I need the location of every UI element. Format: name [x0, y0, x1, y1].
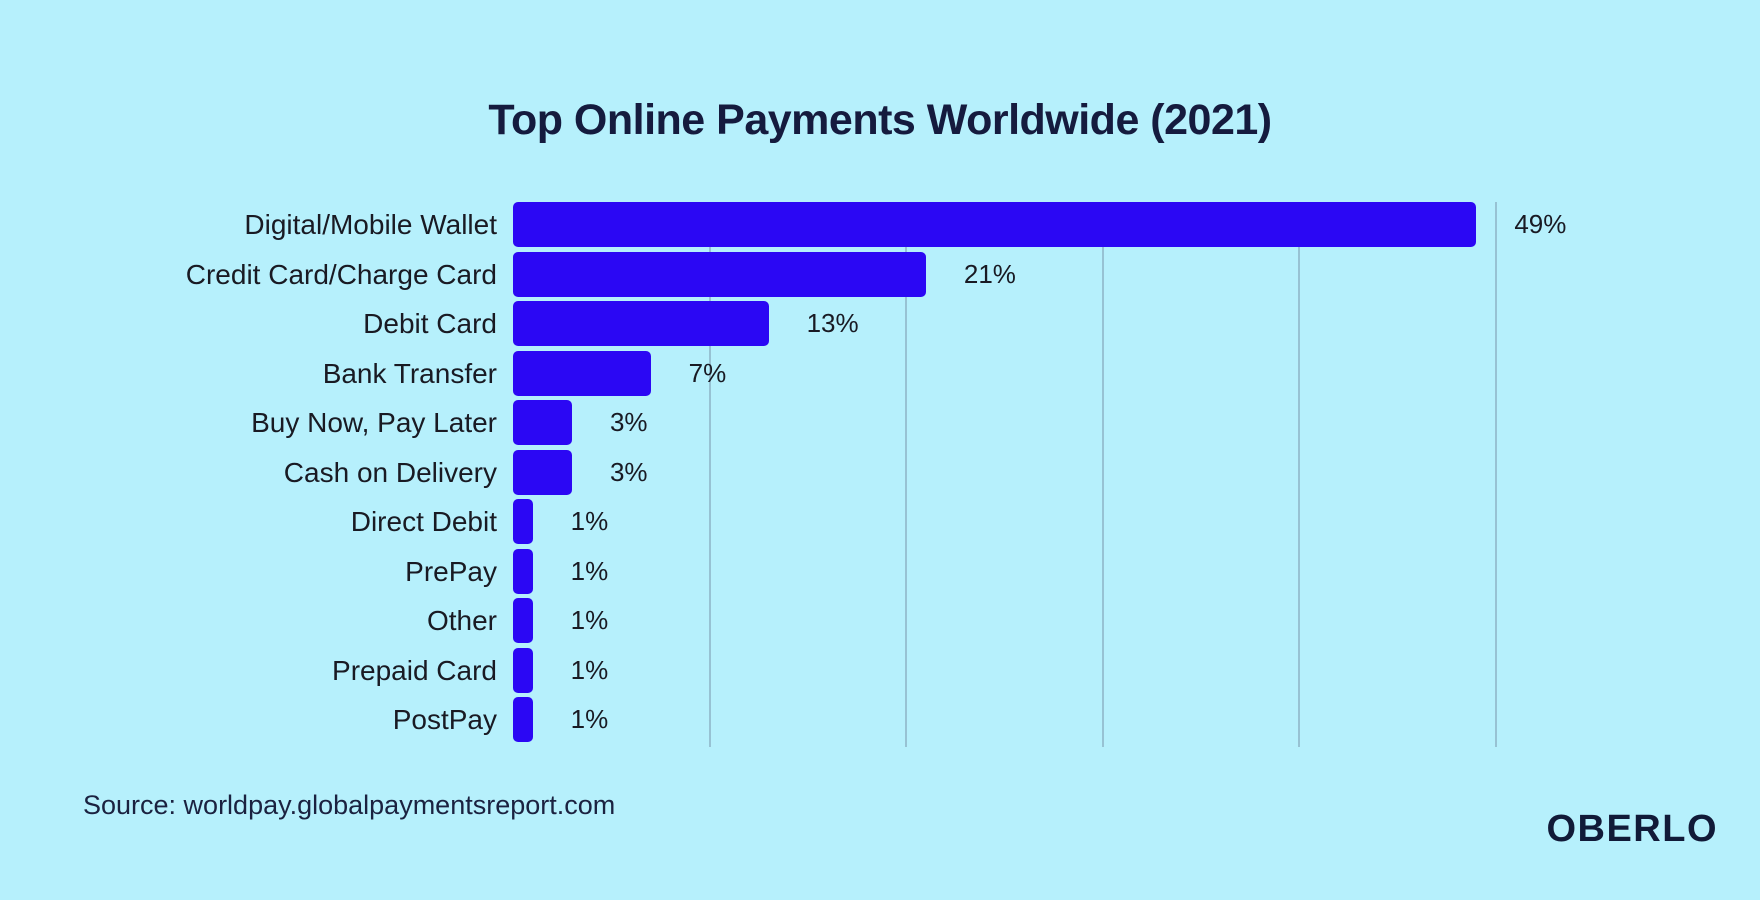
value-label: 21% — [963, 258, 1016, 289]
value-label: 1% — [570, 704, 609, 734]
gridline-20-percent — [905, 202, 908, 747]
category-label: Buy Now, Pay Later — [251, 407, 497, 438]
bar — [513, 598, 533, 643]
bar-row: Other 1% — [0, 598, 1760, 643]
category-label: Debit Card — [363, 308, 497, 339]
category-label: Prepaid Card — [332, 654, 497, 686]
category-label: PrePay — [405, 555, 497, 587]
gridline-10-percent — [708, 202, 711, 747]
category-label: PostPay — [392, 704, 497, 735]
bar-row: Buy Now, Pay Later 3% — [0, 400, 1760, 445]
bar-row: PrePay 1% — [0, 548, 1760, 594]
bar-chart-plot-area: Digital/Mobile Wallet 49% Credit Card/Char… — [0, 202, 1760, 747]
bar — [513, 350, 651, 396]
category-label: Other — [426, 605, 497, 636]
bar — [513, 301, 769, 346]
oberlo-logo: OBERLO — [1546, 808, 1718, 850]
bar — [513, 647, 533, 693]
category-label: Credit Card/Charge Card — [185, 258, 497, 290]
value-label: 1% — [570, 506, 609, 536]
gridline-40-percent — [1298, 202, 1301, 747]
category-label: Cash on Delivery — [283, 456, 497, 488]
category-label: Direct Debit — [350, 506, 497, 537]
bar-row: Digital/Mobile Wallet 49% — [0, 202, 1760, 247]
bar-row: Bank Transfer 7% — [0, 350, 1760, 396]
bar — [513, 251, 926, 297]
value-label: 7% — [688, 357, 727, 388]
value-label: 13% — [806, 308, 859, 338]
value-label: 1% — [570, 654, 609, 685]
bar — [513, 449, 572, 495]
source-attribution: Source: worldpay.globalpaymentsreport.co… — [83, 790, 616, 820]
gridline-50-percent — [1495, 202, 1497, 747]
bar — [513, 697, 533, 742]
bar-row: Debit Card 13% — [0, 301, 1760, 346]
bar — [513, 548, 533, 594]
bar-row: Prepaid Card 1% — [0, 647, 1760, 693]
value-label: 49% — [1514, 209, 1567, 239]
category-label: Bank Transfer — [322, 357, 497, 389]
bar-row: Credit Card/Charge Card 21% — [0, 251, 1760, 297]
value-label: 1% — [570, 555, 609, 586]
bar-row: Cash on Delivery 3% — [0, 449, 1760, 495]
bar-row: Direct Debit 1% — [0, 499, 1760, 544]
bar — [513, 202, 1477, 247]
gridline-30-percent — [1101, 202, 1104, 747]
chart-title: Top Online Payments Worldwide (2021) — [488, 96, 1272, 144]
bar — [513, 400, 572, 445]
bar — [513, 499, 533, 544]
category-label: Digital/Mobile Wallet — [244, 209, 497, 240]
value-label: 1% — [570, 605, 609, 635]
value-label: 3% — [609, 407, 648, 437]
value-label: 3% — [609, 456, 648, 487]
bar-row: PostPay 1% — [0, 697, 1760, 742]
